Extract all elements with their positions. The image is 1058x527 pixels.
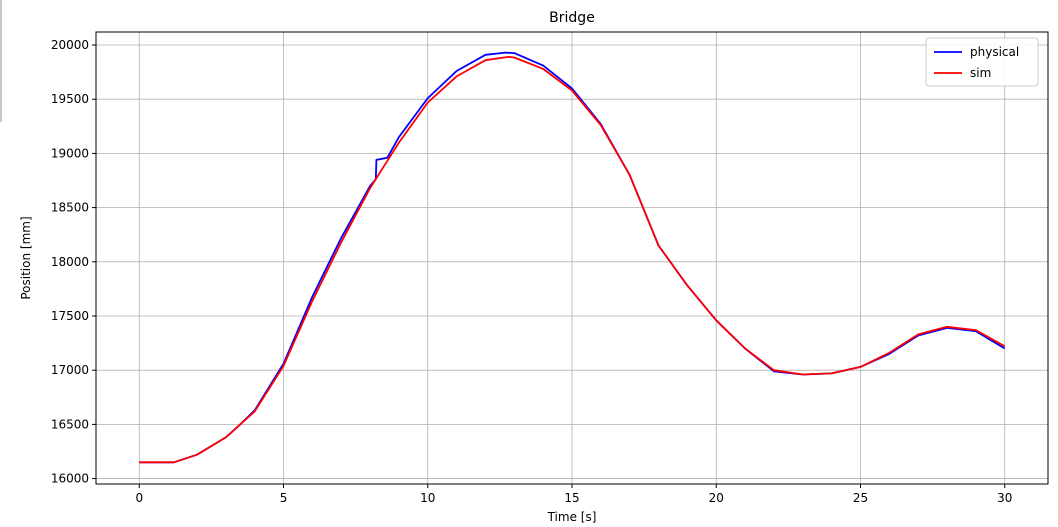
y-tick-label: 18500: [51, 201, 89, 215]
legend-box: [925, 37, 1039, 87]
x-tick-label: 25: [853, 491, 868, 505]
x-tick-label: 15: [564, 491, 579, 505]
y-tick-label: 20000: [51, 38, 89, 52]
y-tick-label: 19500: [51, 92, 89, 106]
y-tick-label: 19000: [51, 146, 89, 160]
y-tick-label: 17500: [51, 309, 89, 323]
y-axis-label: Position [mm]: [19, 216, 33, 299]
x-tick-label: 30: [997, 491, 1012, 505]
y-tick-label: 17000: [51, 363, 89, 377]
x-tick-label: 0: [135, 491, 143, 505]
y-tick-label: 16500: [51, 417, 89, 431]
series-line-sim: [139, 56, 1006, 464]
x-tick-label: 5: [280, 491, 288, 505]
y-tick-label: 16000: [51, 472, 89, 486]
window-edge: [0, 0, 2, 122]
legend-label-physical: physical: [970, 45, 1019, 59]
x-axis-label: Time [s]: [547, 510, 597, 524]
y-axis-ticks: 16000 16500 17000 17500 18000 18500 19000 19500…: [51, 38, 96, 486]
legend-label-sim: sim: [970, 66, 991, 80]
y-tick-label: 18000: [51, 255, 89, 269]
legend: physical sim: [925, 37, 1039, 87]
x-tick-label: 10: [420, 491, 435, 505]
series-layer: [139, 51, 1006, 464]
x-axis-ticks: 0 5 10 15 20 25 30: [135, 484, 1012, 505]
grid: [96, 32, 1048, 484]
x-tick-label: 20: [709, 491, 724, 505]
chart-title: Bridge: [549, 10, 595, 26]
